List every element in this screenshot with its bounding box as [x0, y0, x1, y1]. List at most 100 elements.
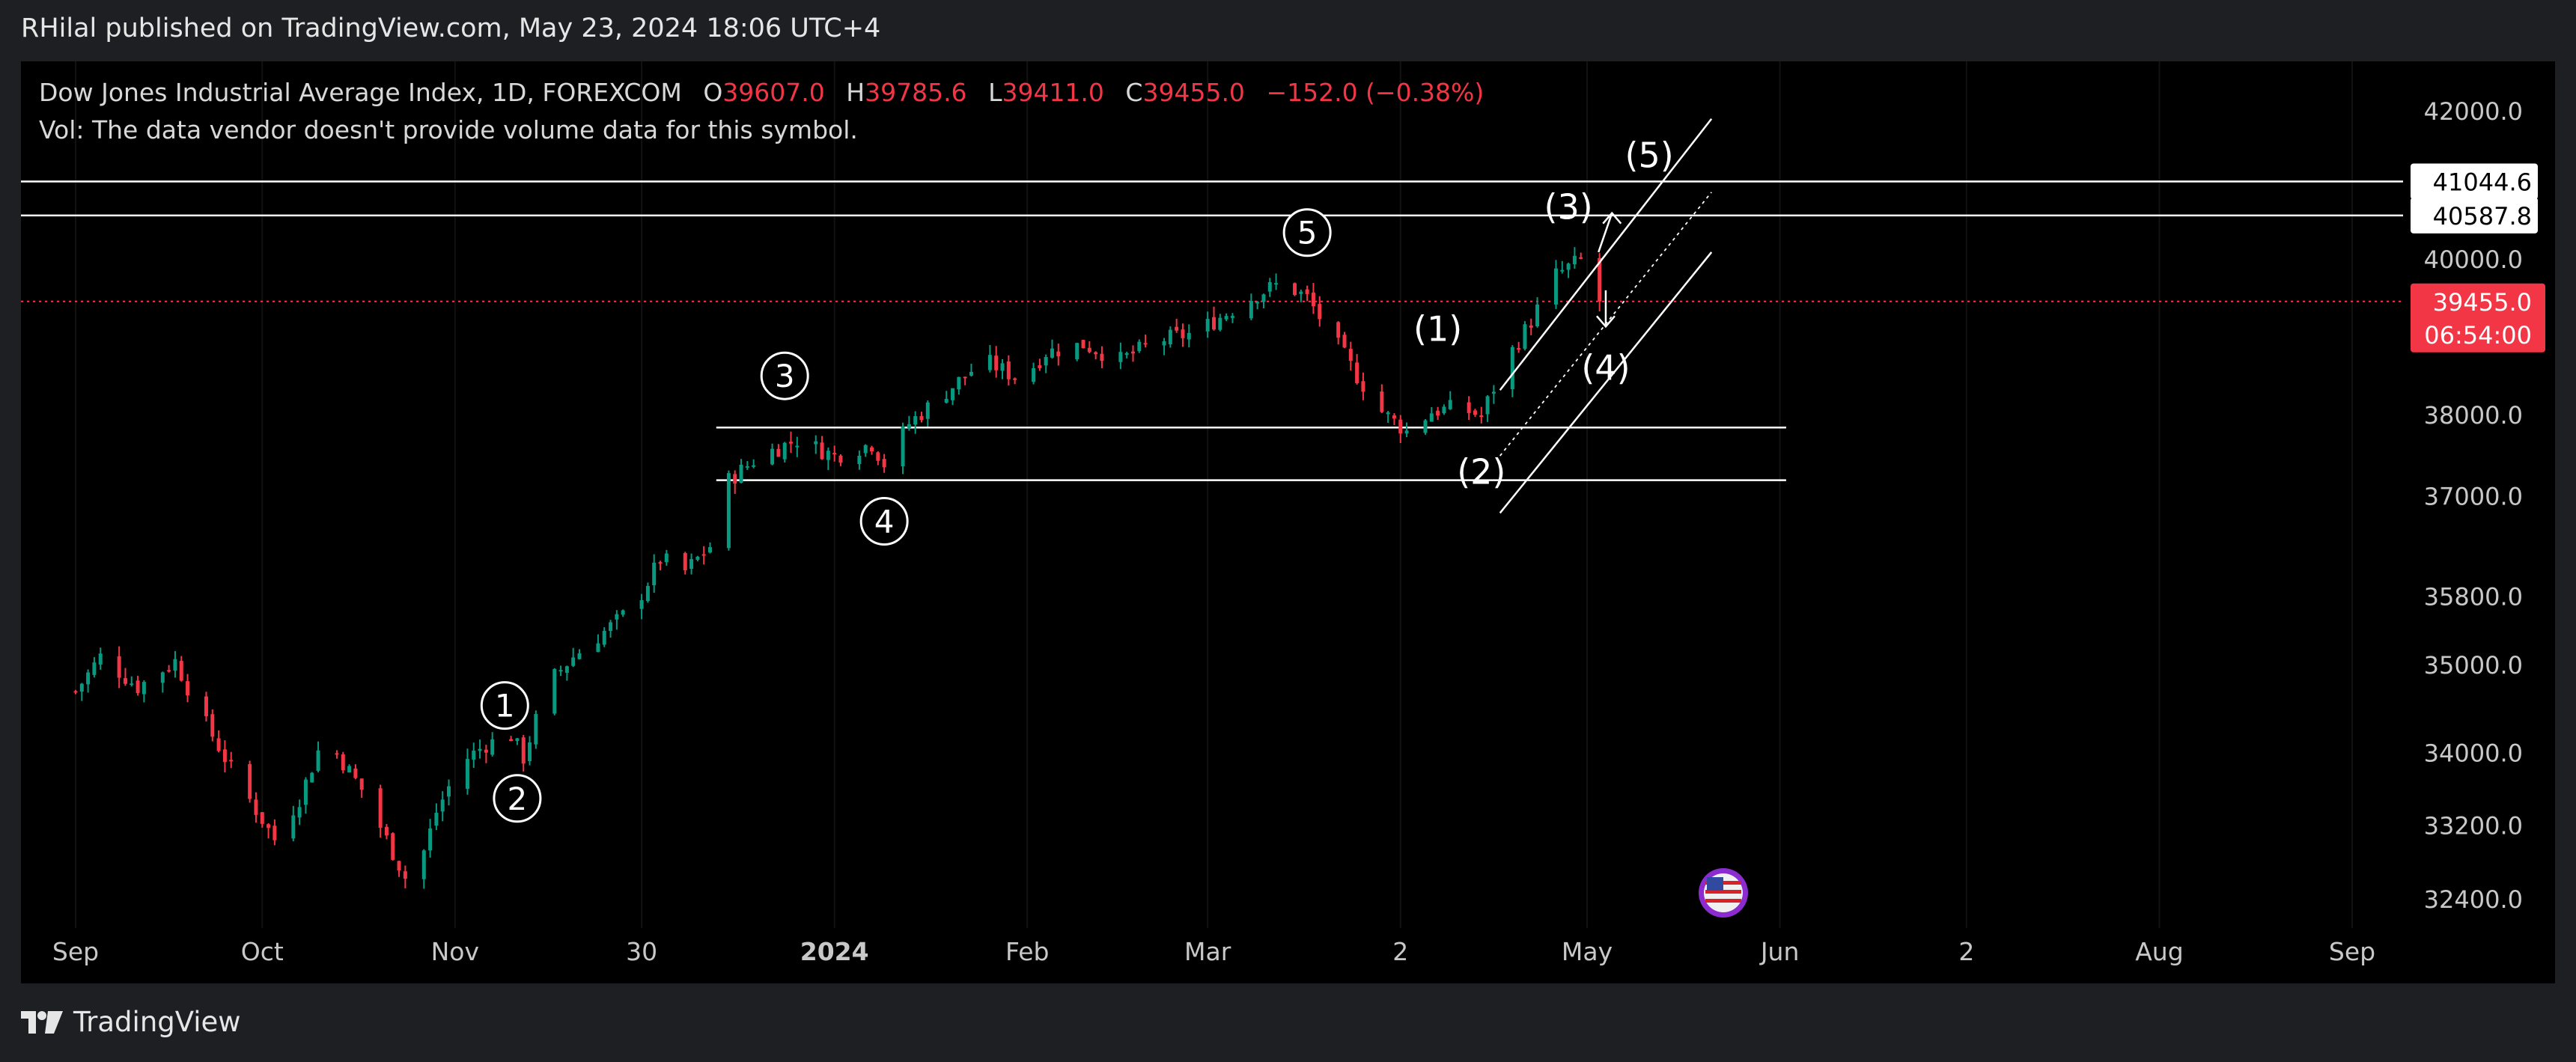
candle-body[interactable]	[1398, 419, 1403, 434]
candle-body[interactable]	[1348, 349, 1353, 361]
candle-body[interactable]	[267, 824, 271, 828]
candle-body[interactable]	[1218, 317, 1222, 330]
candle-body[interactable]	[160, 672, 165, 683]
candle-body[interactable]	[86, 672, 91, 685]
candle-body[interactable]	[1050, 348, 1054, 358]
candle-body[interactable]	[558, 670, 563, 672]
candle-body[interactable]	[1318, 304, 1322, 320]
candle-body[interactable]	[1224, 316, 1228, 320]
candle-body[interactable]	[820, 442, 824, 460]
candle-body[interactable]	[814, 441, 818, 445]
candle-body[interactable]	[509, 739, 514, 742]
candle-body[interactable]	[1342, 335, 1347, 348]
candle-body[interactable]	[1032, 367, 1036, 382]
candle-body[interactable]	[639, 599, 644, 609]
candle-body[interactable]	[397, 861, 401, 871]
candle-body[interactable]	[316, 750, 320, 771]
wave-label-text[interactable]: (2)	[1457, 452, 1505, 492]
candle-body[interactable]	[1100, 353, 1104, 361]
candle-body[interactable]	[141, 682, 146, 695]
candle-body[interactable]	[1175, 326, 1179, 331]
candle-body[interactable]	[552, 668, 557, 714]
candle-body[interactable]	[1566, 263, 1571, 270]
candle-body[interactable]	[652, 562, 657, 585]
candle-body[interactable]	[1336, 322, 1341, 338]
candle-body[interactable]	[745, 466, 749, 468]
wave-label-circle[interactable]	[1282, 208, 1332, 257]
candle-body[interactable]	[1137, 341, 1142, 352]
candle-body[interactable]	[1392, 415, 1396, 419]
candle-body[interactable]	[609, 622, 613, 631]
candle-body[interactable]	[1293, 283, 1297, 296]
candle-body[interactable]	[515, 738, 520, 742]
candle-body[interactable]	[963, 376, 967, 379]
candle-body[interactable]	[222, 749, 227, 763]
wave-label-circle[interactable]	[480, 681, 529, 730]
candle-body[interactable]	[838, 455, 843, 463]
candle-body[interactable]	[391, 833, 395, 860]
candle-body[interactable]	[179, 660, 183, 681]
candle-body[interactable]	[645, 585, 650, 602]
candle-body[interactable]	[707, 547, 712, 553]
candle-body[interactable]	[1087, 347, 1091, 353]
candle-body[interactable]	[1479, 415, 1484, 417]
wave-label-circle[interactable]	[760, 351, 809, 400]
candle-body[interactable]	[782, 442, 787, 460]
candle-body[interactable]	[615, 614, 619, 620]
candle-body[interactable]	[695, 556, 700, 560]
candle-body[interactable]	[1081, 340, 1085, 349]
candle-body[interactable]	[913, 416, 918, 425]
candle-body[interactable]	[832, 453, 837, 455]
candle-body[interactable]	[335, 753, 339, 755]
candle-body[interactable]	[1535, 304, 1540, 326]
candle-body[interactable]	[1044, 357, 1048, 366]
candle-body[interactable]	[1510, 347, 1514, 390]
candle-body[interactable]	[951, 388, 955, 400]
wave-label-text[interactable]: (4)	[1581, 348, 1630, 388]
candle-body[interactable]	[1572, 255, 1577, 265]
candle-body[interactable]	[204, 696, 208, 716]
candle-body[interactable]	[1598, 257, 1602, 302]
candle-body[interactable]	[1181, 329, 1185, 338]
candle-body[interactable]	[1299, 291, 1303, 294]
candle-body[interactable]	[1124, 353, 1129, 355]
candle-body[interactable]	[1448, 400, 1452, 409]
candle-body[interactable]	[210, 714, 215, 737]
channel-upper-line[interactable]	[1499, 118, 1713, 391]
candle-body[interactable]	[123, 678, 127, 684]
candle-body[interactable]	[876, 452, 880, 461]
candle-body[interactable]	[1013, 378, 1017, 380]
candle-body[interactable]	[1130, 351, 1135, 354]
candle-body[interactable]	[428, 828, 433, 851]
candle-body[interactable]	[1491, 391, 1496, 394]
candle-body[interactable]	[770, 448, 775, 465]
candle-body[interactable]	[472, 750, 476, 760]
candle-body[interactable]	[403, 871, 407, 879]
candle-body[interactable]	[216, 738, 221, 751]
candle-body[interactable]	[870, 447, 874, 451]
candle-body[interactable]	[421, 850, 426, 879]
candle-body[interactable]	[1380, 391, 1384, 412]
wave-label-circle[interactable]	[493, 774, 542, 823]
candle-body[interactable]	[465, 759, 469, 789]
candle-body[interactable]	[776, 448, 781, 457]
candle-body[interactable]	[310, 772, 314, 783]
candle-body[interactable]	[919, 416, 924, 421]
candle-body[interactable]	[1212, 317, 1216, 330]
candle-body[interactable]	[384, 826, 389, 836]
candle-body[interactable]	[1000, 363, 1005, 371]
symbol-name[interactable]: Dow Jones Industrial Average Index, 1D, …	[39, 78, 682, 107]
candle-body[interactable]	[1436, 410, 1440, 416]
candle-body[interactable]	[1404, 430, 1409, 434]
candle-body[interactable]	[1056, 351, 1061, 357]
candle-body[interactable]	[621, 610, 625, 615]
candle-body[interactable]	[664, 553, 669, 563]
candle-body[interactable]	[1230, 316, 1234, 318]
candle-body[interactable]	[857, 455, 862, 465]
candle-body[interactable]	[1311, 292, 1315, 307]
candle-body[interactable]	[484, 749, 488, 753]
candle-body[interactable]	[1423, 420, 1428, 433]
wave-label-circle[interactable]	[859, 497, 909, 546]
candle-body[interactable]	[1267, 282, 1272, 292]
